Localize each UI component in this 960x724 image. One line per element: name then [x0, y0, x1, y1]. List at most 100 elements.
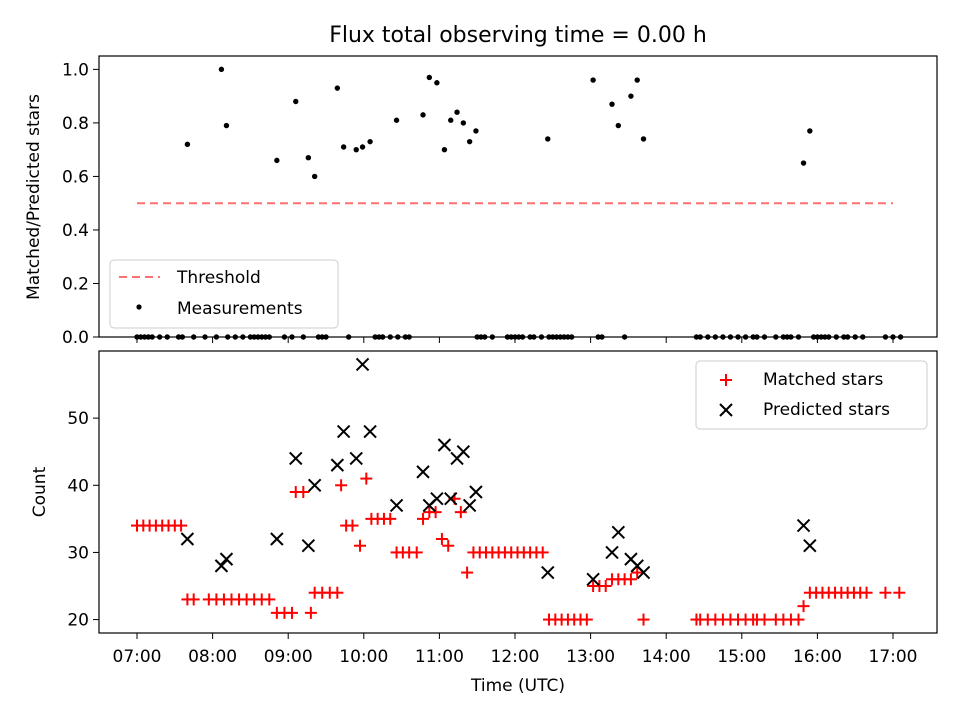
matched-star-point: [263, 593, 276, 606]
count-panel-frame: [98, 350, 938, 634]
count-x-ticks: 07:00 08:00 09:00 10:00 11:00 12:00 13:00 14:00…: [113, 633, 918, 667]
y-tick-label: 0.4: [62, 221, 89, 241]
matched-star-point: [360, 472, 373, 485]
matched-star-point: [637, 613, 650, 626]
measurement-point: [334, 85, 341, 91]
y-tick-label: 0.6: [62, 167, 89, 187]
measurement-point: [353, 146, 359, 153]
matched-star-point: [599, 580, 612, 592]
measurement-point: [359, 144, 366, 150]
measurement-point: [426, 74, 433, 81]
chart-title: Flux total observing time = 0.00 h: [329, 23, 707, 48]
x-tick-label: 15:00: [717, 647, 766, 667]
matched-star-point: [860, 586, 873, 599]
y-tick-label: 1.0: [62, 60, 89, 80]
count-panel: Count Time (UTC) 20 30 40 50 07:00 08:00 09:0…: [30, 350, 938, 696]
ratio-x-ticks: [136, 337, 894, 343]
legend-count: Matched stars Predicted stars: [695, 360, 928, 430]
measurement-point: [293, 98, 299, 105]
x-tick-label: 08:00: [188, 647, 237, 667]
predicted-star-point: [430, 492, 444, 506]
matched-legend-swatch: [720, 374, 732, 386]
x-axis-label: Time (UTC): [470, 676, 565, 696]
matched-star-point: [429, 506, 442, 519]
matched-star-point: [442, 539, 455, 552]
y-tick-label: 40: [67, 476, 89, 496]
measurement-point: [609, 101, 615, 107]
y-axis-label-count: Count: [30, 466, 50, 517]
y-axis-label-ratio: Matched/Predicted stars: [24, 94, 44, 300]
legend-label-measurements: Measurements: [177, 299, 303, 319]
measurement-point: [473, 128, 479, 134]
matched-star-point: [435, 533, 448, 545]
predicted-star-point: [214, 559, 229, 573]
measurement-point: [393, 117, 400, 123]
measurement-point: [634, 77, 640, 83]
matched-star-point: [631, 566, 644, 579]
matched-star-point: [417, 512, 430, 525]
measurement-point: [367, 138, 373, 145]
predicted-star-point: [355, 357, 370, 372]
matched-star-point: [331, 586, 344, 599]
predicted-star-point: [636, 565, 651, 580]
predicted-star-point: [289, 451, 303, 466]
x-tick-label: 12:00: [491, 647, 540, 667]
measurement-point: [434, 80, 440, 86]
matched-star-point: [454, 506, 467, 519]
matched-star-point: [536, 546, 549, 559]
predicted-star-point: [456, 445, 471, 459]
matched-star-point: [346, 519, 359, 532]
matched-star-point: [410, 546, 423, 559]
matched-star-point: [580, 613, 593, 626]
predicted-star-point: [462, 498, 477, 513]
legend-label-matched: Matched stars: [763, 370, 883, 390]
predicted-star-point: [416, 465, 430, 479]
legend-label-threshold: Threshold: [176, 268, 261, 288]
measurement-point: [466, 138, 473, 145]
x-tick-label: 16:00: [793, 647, 842, 667]
predicted-star-point: [541, 565, 555, 580]
measurement-point: [628, 93, 634, 99]
predicted-star-point: [330, 458, 345, 472]
matched-star-point: [758, 613, 771, 626]
predicted-star-point: [605, 545, 619, 560]
measurements-legend-swatch: [136, 304, 142, 310]
y-tick-label: 0.8: [62, 114, 89, 134]
measurement-point: [615, 122, 622, 129]
predicted-star-point: [307, 478, 322, 492]
measurement-point: [545, 136, 551, 142]
measurement-point: [460, 120, 467, 126]
predicted-star-point: [270, 532, 284, 546]
matched-star-point: [384, 512, 397, 525]
count-plot-area: [131, 357, 906, 626]
measurement-point: [441, 146, 448, 153]
predicted-star-point: [469, 485, 483, 499]
predicted-star-point: [180, 532, 195, 546]
y-tick-label: 20: [67, 611, 89, 631]
ratio-plot-area: [134, 66, 904, 340]
predicted-star-point: [796, 518, 811, 533]
ratio-panel: Flux total observing time = 0.00 h Match…: [24, 23, 938, 348]
predicted-star-point: [363, 424, 377, 439]
matched-star-point: [797, 600, 810, 613]
matched-star-point: [879, 586, 892, 599]
predicted-star-point: [336, 424, 351, 439]
measurement-point: [218, 66, 225, 73]
predicted-star-point: [437, 438, 452, 452]
measurement-point: [454, 109, 460, 115]
legend-label-predicted: Predicted stars: [763, 400, 890, 420]
predicted-star-point: [611, 525, 626, 539]
measurement-point: [305, 154, 312, 161]
measurement-point: [590, 77, 596, 83]
ratio-panel-frame: [98, 55, 938, 338]
matched-star-point: [792, 613, 805, 626]
matched-star-point: [893, 586, 906, 599]
matched-star-point: [304, 606, 317, 619]
y-tick-label: 0.0: [62, 328, 89, 348]
x-tick-label: 14:00: [642, 647, 691, 667]
measurement-point: [223, 122, 230, 129]
legend-ratio: Threshold Measurements: [109, 259, 339, 329]
measurement-point: [311, 173, 318, 180]
